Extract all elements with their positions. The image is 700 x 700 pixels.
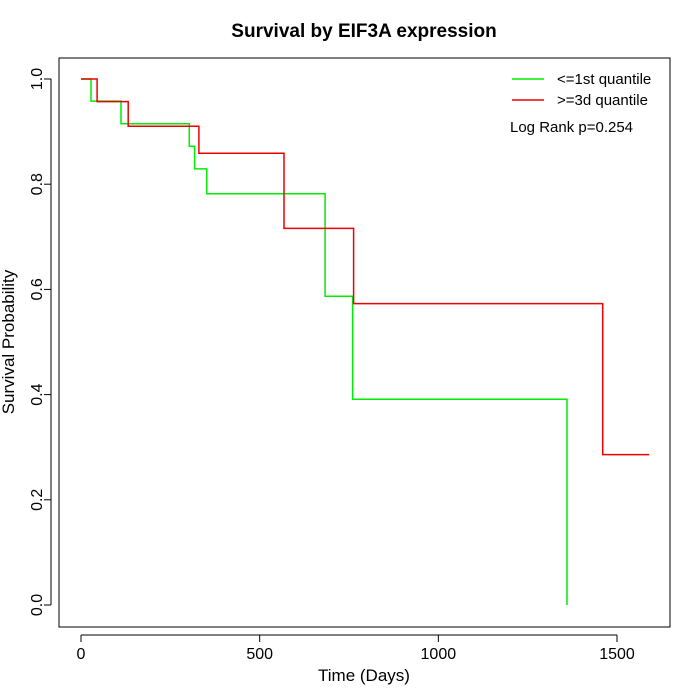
x-tick-label: 0 [77,646,86,663]
series-layer [81,78,650,605]
y-tick-label: 0.4 [29,383,46,405]
y-tick-label: 0.6 [29,278,46,300]
x-axis: 0 500 1000 1500 [77,634,635,663]
y-tick-label: 0.2 [29,489,46,511]
y-tick-label: 0.8 [29,173,46,195]
x-tick-label: 1000 [421,646,457,663]
legend-label-high-quantile: >=3d quantile [557,92,648,109]
x-tick-label: 500 [246,646,273,663]
y-axis: 0.0 0.2 0.4 0.6 0.8 1.0 [29,68,52,616]
log-rank-annotation: Log Rank p=0.254 [510,119,633,136]
x-tick-label: 1500 [599,646,635,663]
legend-label-low-quantile: <=1st quantile [557,71,651,88]
plot-frame [58,57,671,628]
x-axis-label: Time (Days) [318,666,410,685]
legend: <=1st quantile >=3d quantile Log Rank p=… [510,71,651,136]
chart-title: Survival by EIF3A expression [231,21,496,42]
y-tick-label: 0.0 [29,594,46,616]
series-line-0 [81,78,568,605]
series-line-1 [81,78,650,456]
y-axis-label: Survival Probability [0,269,18,414]
y-tick-label: 1.0 [29,68,46,90]
